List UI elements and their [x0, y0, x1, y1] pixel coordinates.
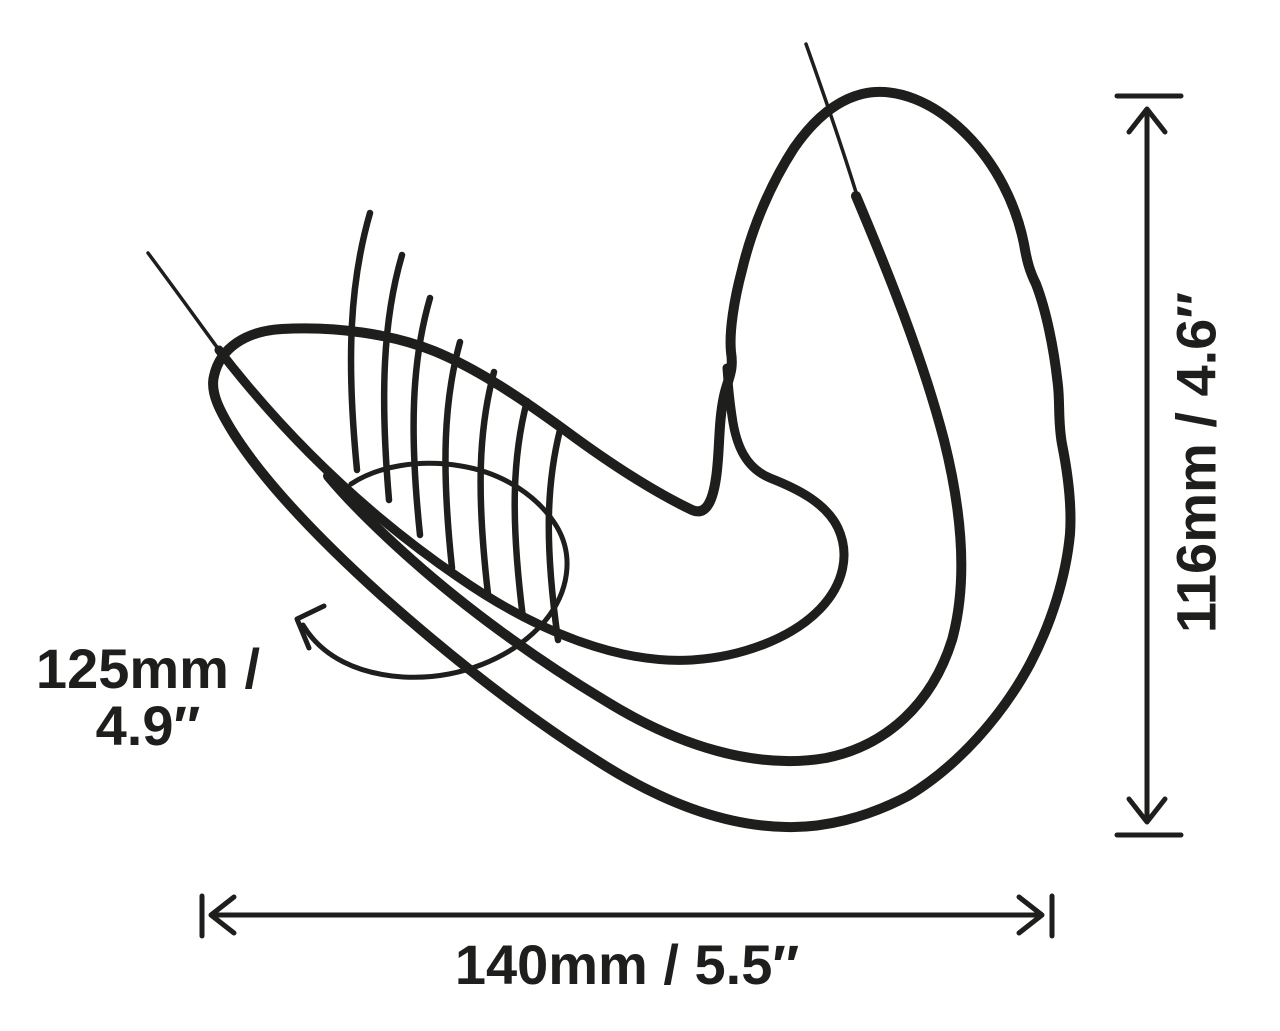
device-outer-outline — [208, 86, 1076, 833]
width-arrow-right-icon — [1016, 894, 1045, 936]
vibration-line-4 — [442, 338, 464, 572]
height-arrow-up-icon — [1126, 106, 1168, 135]
circumference-label-line2: 4.9″ — [95, 694, 201, 757]
circumference-arrow — [294, 460, 570, 680]
device-opening-hook — [214, 345, 849, 665]
vibration-line-3 — [410, 294, 434, 539]
axis-line-right — [804, 42, 864, 214]
height-label: 116mm / 4.6″ — [1164, 291, 1228, 634]
circumference-label-line1: 125mm / — [35, 637, 261, 700]
circumference-label: 125mm / 4.9″ — [0, 640, 296, 754]
device-outline-group — [146, 42, 1076, 833]
vibration-line-5 — [477, 368, 498, 598]
width-arrow-left-icon — [208, 894, 237, 936]
vibration-line-6 — [511, 397, 531, 622]
device-inner-contour — [323, 191, 967, 767]
vibration-line-1 — [347, 209, 374, 474]
height-arrow-down-icon — [1126, 796, 1168, 825]
height-dimension — [1114, 93, 1184, 838]
width-dimension — [199, 893, 1055, 939]
axis-line-left — [146, 251, 224, 356]
circumference-arrowhead-icon — [294, 603, 327, 651]
vibration-lines — [347, 209, 564, 644]
circumference-arrow-loop — [300, 460, 570, 680]
vibration-line-2 — [380, 251, 406, 504]
width-label: 140mm / 5.5″ — [454, 933, 800, 996]
